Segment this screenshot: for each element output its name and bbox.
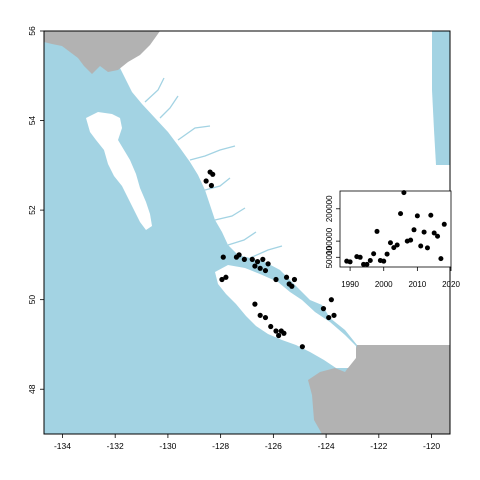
- inset-x-tick-label: 2010: [408, 280, 426, 289]
- inset-point: [398, 211, 404, 217]
- inset-frame: [339, 190, 452, 268]
- inset-point: [384, 251, 390, 257]
- inset-point: [357, 254, 363, 260]
- sighting-point: [220, 254, 226, 260]
- alberta-land: [432, 31, 450, 165]
- sighting-point: [203, 178, 209, 184]
- map-x-tick-label: -130: [159, 441, 176, 451]
- inset-point: [394, 242, 400, 248]
- sighting-point: [219, 276, 225, 283]
- inset-point: [364, 261, 370, 267]
- map-y-tick-label: 50: [27, 295, 37, 305]
- sighting-point: [252, 301, 258, 307]
- map-x-tick-label: -124: [318, 441, 335, 451]
- sighting-points: [203, 169, 337, 350]
- sighting-point: [273, 276, 279, 283]
- map-x-tick-label: -128: [212, 441, 229, 451]
- sighting-point: [291, 276, 298, 283]
- sighting-point: [208, 182, 215, 189]
- map-axes: -134 -132 -130 -128 -126 -124 -122 -120 48 50 52 54…: [27, 26, 440, 451]
- sighting-point: [257, 265, 263, 271]
- sighting-point: [331, 312, 337, 318]
- sighting-point: [262, 267, 269, 274]
- inset-points: [344, 190, 447, 267]
- inset-point: [435, 233, 441, 239]
- inset-point: [421, 229, 427, 235]
- sighting-point: [320, 306, 327, 312]
- inset-x-tick-label: 2000: [375, 280, 393, 289]
- sighting-point: [276, 332, 282, 339]
- inset-point: [438, 256, 444, 262]
- sighting-point: [273, 328, 279, 334]
- map-y-tick-label: 52: [27, 205, 37, 215]
- map-x-tick-label: -122: [370, 441, 387, 451]
- sighting-point: [223, 274, 229, 280]
- washington-land: [308, 345, 450, 434]
- inset-y-tick-label: 50000: [325, 246, 334, 269]
- inset-point: [347, 259, 353, 265]
- map-x-tick-label: -120: [423, 441, 440, 451]
- inset-point: [428, 212, 434, 218]
- inset-point: [411, 227, 417, 233]
- alaska-land: [44, 31, 160, 74]
- inset-point: [371, 251, 377, 257]
- sighting-point: [281, 330, 287, 336]
- sighting-point: [260, 256, 266, 262]
- sighting-point: [236, 252, 242, 258]
- coastal-inlets: [144, 77, 283, 259]
- inset-background: [340, 191, 451, 267]
- inset-point: [414, 213, 420, 219]
- map-y-tick-label: 54: [27, 116, 37, 126]
- sighting-point: [241, 256, 247, 262]
- inset-point: [391, 245, 397, 251]
- sighting-point: [254, 259, 261, 265]
- vancouver-island: [215, 265, 356, 368]
- inset-point: [441, 221, 447, 227]
- map-y-tick-label: 48: [27, 384, 37, 394]
- sighting-point: [283, 274, 290, 280]
- inset-point: [387, 240, 393, 246]
- sighting-point: [268, 323, 274, 330]
- inset-x-tick-label: 1990: [341, 280, 359, 289]
- inset-y-tick-label: 100000: [325, 227, 334, 254]
- inset-point: [374, 228, 380, 234]
- map-x-tick-label: -132: [107, 441, 124, 451]
- inset-point: [418, 243, 424, 249]
- map-y-tick-label: 56: [27, 26, 37, 36]
- sighting-point: [328, 297, 334, 303]
- sighting-point: [265, 261, 271, 267]
- map-x-tick-label: -134: [54, 441, 71, 451]
- sighting-point: [249, 256, 255, 262]
- inset-y-tick-label: 200000: [325, 195, 334, 222]
- sighting-point: [210, 171, 216, 177]
- inset-point: [401, 190, 407, 196]
- inset-point: [408, 237, 414, 243]
- sighting-point: [252, 263, 258, 269]
- sighting-point: [262, 314, 269, 321]
- sighting-point: [299, 344, 305, 350]
- sighting-point: [326, 314, 332, 321]
- sighting-point: [257, 312, 263, 318]
- haida-gwaii: [86, 112, 152, 230]
- inset-point: [381, 258, 387, 264]
- inset-point: [424, 245, 430, 251]
- inset-point: [431, 230, 437, 236]
- map-x-tick-label: -126: [265, 441, 282, 451]
- inset-x-tick-label: 2020: [442, 280, 460, 289]
- sighting-point: [289, 283, 295, 289]
- inset-point: [367, 258, 373, 264]
